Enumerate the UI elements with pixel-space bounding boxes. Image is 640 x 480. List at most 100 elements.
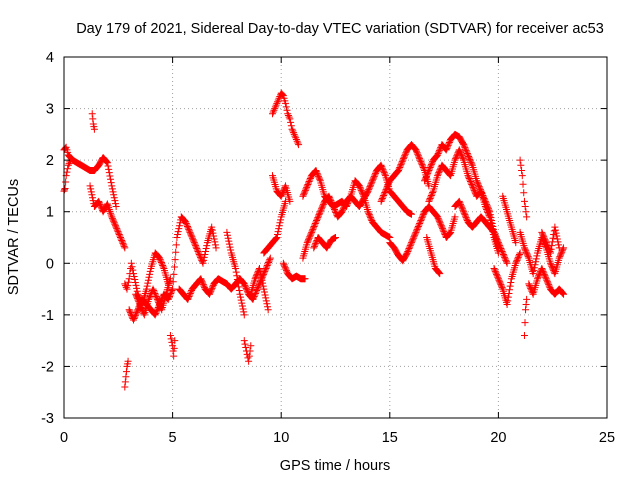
data-point: [110, 194, 118, 202]
data-point: [152, 292, 160, 300]
data-point: [427, 162, 435, 170]
data-point: [466, 155, 474, 163]
data-point: [332, 234, 339, 241]
data-point: [305, 179, 313, 187]
data-point: [553, 235, 561, 243]
data-point: [86, 182, 94, 190]
data-point: [198, 278, 206, 286]
data-point: [191, 240, 199, 248]
data-point: [482, 199, 490, 207]
data-point: [273, 231, 281, 239]
data-point: [133, 309, 141, 317]
data-point: [313, 215, 321, 223]
data-point: [365, 184, 373, 192]
data-point: [311, 221, 319, 229]
data-point: [112, 222, 120, 230]
data-point: [133, 293, 141, 301]
x-axis-label: GPS time / hours: [280, 458, 390, 474]
data-point: [419, 211, 427, 219]
data-point: [200, 282, 208, 290]
data-point: [494, 239, 502, 247]
data-point: [428, 190, 436, 198]
data-point: [300, 191, 308, 199]
data-point: [198, 258, 206, 266]
data-point: [419, 162, 427, 170]
data-point: [263, 300, 271, 308]
data-point: [547, 245, 555, 253]
data-point: [413, 225, 421, 233]
data-point: [458, 153, 466, 161]
data-point: [166, 331, 174, 339]
data-point: [243, 287, 251, 295]
data-point: [115, 231, 123, 239]
data-point: [131, 312, 139, 320]
data-point: [109, 216, 117, 224]
data-point: [501, 253, 509, 261]
data-point: [474, 180, 482, 188]
data-point: [366, 183, 374, 191]
data-point: [134, 296, 142, 304]
data-point: [153, 295, 161, 303]
data-point: [151, 311, 159, 319]
data-point: [540, 233, 548, 241]
data-point: [541, 272, 549, 280]
data-point: [543, 278, 551, 286]
data-point: [316, 175, 324, 183]
data-point: [364, 208, 372, 216]
data-point: [108, 185, 116, 193]
data-point: [151, 289, 159, 297]
data-point: [277, 216, 285, 224]
data-point: [458, 152, 466, 160]
data-point: [183, 221, 191, 229]
data-point: [225, 237, 233, 245]
data-point: [226, 243, 234, 251]
data-point: [118, 236, 126, 244]
data-point: [244, 354, 252, 362]
data-point: [514, 255, 522, 263]
data-point: [138, 305, 146, 313]
data-point: [367, 180, 375, 188]
data-point: [416, 156, 424, 164]
data-point: [203, 242, 211, 250]
data-point: [440, 228, 448, 236]
data-point: [512, 258, 520, 266]
data-point: [174, 228, 182, 236]
data-point: [331, 206, 339, 214]
data-point: [116, 234, 124, 241]
data-point: [428, 159, 436, 167]
data-point: [304, 237, 312, 245]
data-point: [175, 225, 183, 233]
data-point: [371, 171, 379, 179]
x-tick-label: 0: [60, 430, 68, 446]
data-point: [455, 197, 463, 205]
data-point: [145, 295, 153, 303]
data-point: [541, 236, 549, 244]
data-point: [329, 203, 337, 211]
data-point: [484, 205, 492, 213]
data-point: [365, 209, 373, 217]
data-point: [262, 297, 270, 305]
data-point: [434, 150, 442, 158]
data-point: [365, 186, 373, 194]
data-point: [240, 337, 248, 345]
data-point: [377, 161, 385, 169]
data-point: [496, 243, 504, 251]
data-point: [517, 161, 525, 169]
data-point: [426, 196, 434, 204]
data-point: [532, 255, 540, 263]
data-point: [543, 240, 551, 248]
data-point: [235, 287, 243, 295]
data-point: [558, 248, 566, 256]
data-point: [414, 222, 422, 230]
data-point: [152, 291, 160, 299]
data-point: [442, 146, 450, 154]
data-point: [435, 169, 443, 177]
data-point: [419, 212, 427, 220]
plot-frame: [63, 56, 608, 419]
data-point: [548, 242, 556, 250]
data-point: [552, 229, 560, 237]
data-point: [414, 152, 422, 160]
data-point: [457, 200, 465, 208]
data-point: [88, 110, 96, 118]
